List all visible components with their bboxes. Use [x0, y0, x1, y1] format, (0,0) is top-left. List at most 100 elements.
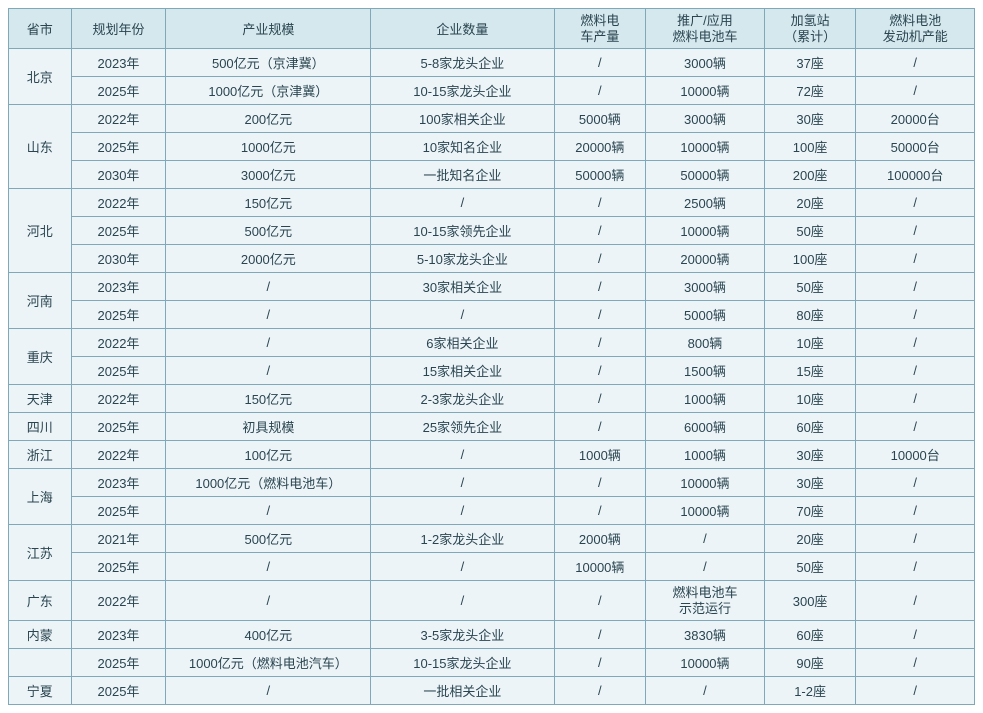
cell-engine: / [856, 217, 975, 245]
cell-promotion: 50000辆 [646, 161, 765, 189]
cell-year: 2025年 [71, 553, 166, 581]
cell-promotion: 10000辆 [646, 469, 765, 497]
cell-companies: 10-15家龙头企业 [371, 77, 554, 105]
header-year: 规划年份 [71, 9, 166, 49]
cell-scale: 500亿元（京津冀） [166, 49, 371, 77]
cell-scale: 500亿元 [166, 525, 371, 553]
cell-scale: / [166, 677, 371, 705]
cell-companies: / [371, 441, 554, 469]
cell-companies: 10家知名企业 [371, 133, 554, 161]
cell-production: / [554, 77, 646, 105]
cell-year: 2025年 [71, 413, 166, 441]
cell-engine: / [856, 621, 975, 649]
cell-production: / [554, 649, 646, 677]
cell-scale: 3000亿元 [166, 161, 371, 189]
cell-province: 上海 [9, 469, 72, 525]
table-row: 2025年1000亿元10家知名企业20000辆10000辆100座50000台 [9, 133, 975, 161]
cell-province: 内蒙 [9, 621, 72, 649]
cell-production: / [554, 497, 646, 525]
cell-companies: 一批知名企业 [371, 161, 554, 189]
table-row: 2025年/15家相关企业/1500辆15座/ [9, 357, 975, 385]
cell-engine: / [856, 649, 975, 677]
cell-promotion: 3830辆 [646, 621, 765, 649]
cell-promotion: 1000辆 [646, 385, 765, 413]
cell-engine: / [856, 497, 975, 525]
cell-year: 2023年 [71, 49, 166, 77]
cell-companies: 25家领先企业 [371, 413, 554, 441]
cell-promotion: 10000辆 [646, 77, 765, 105]
header-scale: 产业规模 [166, 9, 371, 49]
cell-companies: 6家相关企业 [371, 329, 554, 357]
cell-scale: / [166, 301, 371, 329]
cell-stations: 300座 [764, 581, 856, 621]
cell-stations: 200座 [764, 161, 856, 189]
cell-year: 2025年 [71, 497, 166, 525]
header-promotion: 推广/应用燃料电池车 [646, 9, 765, 49]
cell-stations: 60座 [764, 621, 856, 649]
cell-companies: / [371, 553, 554, 581]
cell-engine: / [856, 553, 975, 581]
cell-stations: 1-2座 [764, 677, 856, 705]
cell-engine: 100000台 [856, 161, 975, 189]
cell-engine: / [856, 525, 975, 553]
cell-year: 2025年 [71, 217, 166, 245]
cell-companies: 3-5家龙头企业 [371, 621, 554, 649]
cell-promotion: 20000辆 [646, 245, 765, 273]
cell-promotion: 燃料电池车示范运行 [646, 581, 765, 621]
cell-production: 1000辆 [554, 441, 646, 469]
cell-scale: 1000亿元（燃料电池汽车） [166, 649, 371, 677]
cell-engine: / [856, 49, 975, 77]
cell-year: 2022年 [71, 329, 166, 357]
cell-year: 2030年 [71, 161, 166, 189]
cell-engine: / [856, 189, 975, 217]
cell-scale: 150亿元 [166, 385, 371, 413]
cell-province: 宁夏 [9, 677, 72, 705]
cell-stations: 70座 [764, 497, 856, 525]
cell-stations: 50座 [764, 553, 856, 581]
cell-promotion: 800辆 [646, 329, 765, 357]
cell-production: / [554, 413, 646, 441]
cell-year: 2025年 [71, 677, 166, 705]
cell-province: 浙江 [9, 441, 72, 469]
cell-province: 四川 [9, 413, 72, 441]
cell-stations: 30座 [764, 469, 856, 497]
table-row: 北京2023年500亿元（京津冀）5-8家龙头企业/3000辆37座/ [9, 49, 975, 77]
cell-stations: 72座 [764, 77, 856, 105]
cell-scale: 500亿元 [166, 217, 371, 245]
cell-companies: 100家相关企业 [371, 105, 554, 133]
cell-engine: / [856, 677, 975, 705]
cell-companies: 15家相关企业 [371, 357, 554, 385]
hydrogen-planning-table: 省市 规划年份 产业规模 企业数量 燃料电车产量 推广/应用燃料电池车 加氢站（… [8, 8, 975, 705]
cell-year: 2025年 [71, 133, 166, 161]
header-stations: 加氢站（累计） [764, 9, 856, 49]
cell-year: 2025年 [71, 77, 166, 105]
cell-production: 10000辆 [554, 553, 646, 581]
table-row: 2025年1000亿元（京津冀）10-15家龙头企业/10000辆72座/ [9, 77, 975, 105]
cell-production: 5000辆 [554, 105, 646, 133]
cell-year: 2022年 [71, 189, 166, 217]
cell-engine: / [856, 581, 975, 621]
cell-stations: 80座 [764, 301, 856, 329]
cell-engine: / [856, 245, 975, 273]
cell-production: / [554, 301, 646, 329]
cell-promotion: 10000辆 [646, 217, 765, 245]
cell-scale: 200亿元 [166, 105, 371, 133]
cell-scale: / [166, 329, 371, 357]
cell-promotion: 10000辆 [646, 497, 765, 525]
table-row: 2025年///5000辆80座/ [9, 301, 975, 329]
cell-engine: / [856, 329, 975, 357]
cell-scale: 1000亿元（燃料电池车） [166, 469, 371, 497]
cell-companies: 1-2家龙头企业 [371, 525, 554, 553]
table-row: 2030年3000亿元一批知名企业50000辆50000辆200座100000台 [9, 161, 975, 189]
cell-scale: 100亿元 [166, 441, 371, 469]
cell-promotion: 6000辆 [646, 413, 765, 441]
table-row: 2025年1000亿元（燃料电池汽车）10-15家龙头企业/10000辆90座/ [9, 649, 975, 677]
cell-production: / [554, 385, 646, 413]
cell-companies: 30家相关企业 [371, 273, 554, 301]
table-row: 山东2022年200亿元100家相关企业5000辆3000辆30座20000台 [9, 105, 975, 133]
cell-year: 2030年 [71, 245, 166, 273]
cell-stations: 50座 [764, 273, 856, 301]
cell-engine: 20000台 [856, 105, 975, 133]
cell-stations: 15座 [764, 357, 856, 385]
cell-companies: 5-10家龙头企业 [371, 245, 554, 273]
